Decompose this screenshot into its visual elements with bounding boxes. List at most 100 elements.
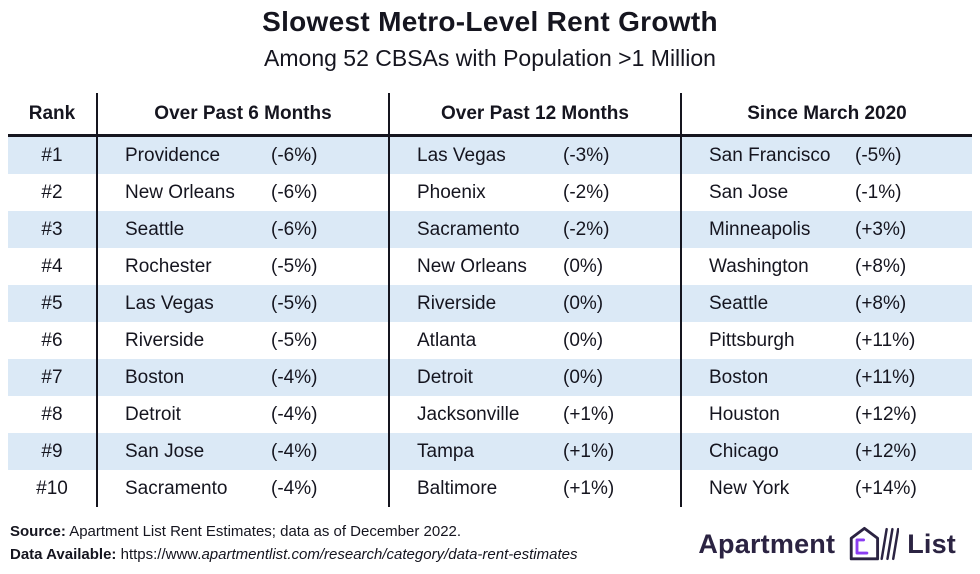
data-url[interactable]: apartmentlist.com/research/category/data… <box>201 545 578 563</box>
city-name: Seattle <box>125 218 185 240</box>
rank-cell: #10 <box>36 477 68 499</box>
city-name: Tampa <box>417 440 475 462</box>
past-6-months-cell: Detroit (-4%) <box>96 396 388 433</box>
since-march-2020-cell: Washington (+8%) <box>680 248 972 285</box>
city-name: Detroit <box>417 366 473 388</box>
table-row: #6 Riverside (-5%) Atlanta (0%) Pittsbur… <box>8 322 972 359</box>
past-12-months-cell: Las Vegas (-3%) <box>388 137 680 174</box>
table-row: #7 Boston (-4%) Detroit (0%) Boston (+11… <box>8 359 972 396</box>
city-name: Las Vegas <box>417 144 506 166</box>
past-6-months-cell: Providence (-6%) <box>96 137 388 174</box>
pct-value: (-6%) <box>271 144 318 166</box>
past-12-months-cell: Tampa (+1%) <box>388 433 680 470</box>
pct-value: (+3%) <box>855 218 907 240</box>
past-6-months-cell: New Orleans (-6%) <box>96 174 388 211</box>
pct-value: (+1%) <box>563 477 615 499</box>
data-available-label: Data Available: <box>10 545 117 563</box>
table-row: #4 Rochester (-5%) New Orleans (0%) Wash… <box>8 248 972 285</box>
table-row: #2 New Orleans (-6%) Phoenix (-2%) San J… <box>8 174 972 211</box>
past-6-months-cell: Sacramento (-4%) <box>96 470 388 507</box>
city-name: Minneapolis <box>709 218 811 240</box>
past-6-months-cell: Rochester (-5%) <box>96 248 388 285</box>
city-name: Sacramento <box>417 218 520 240</box>
since-march-2020-cell: New York (+14%) <box>680 470 972 507</box>
pct-value: (-4%) <box>271 477 318 499</box>
pct-value: (-4%) <box>271 440 318 462</box>
pct-value: (0%) <box>563 366 604 388</box>
pct-value: (-5%) <box>271 329 318 351</box>
table-row: #8 Detroit (-4%) Jacksonville (+1%) Hous… <box>8 396 972 433</box>
since-march-2020-cell: Minneapolis (+3%) <box>680 211 972 248</box>
pct-value: (+8%) <box>855 255 907 277</box>
past-6-months-cell: Boston (-4%) <box>96 359 388 396</box>
pct-value: (-4%) <box>271 403 318 425</box>
table-row: #3 Seattle (-6%) Sacramento (-2%) Minnea… <box>8 211 972 248</box>
table-header-row: Rank Over Past 6 Months Over Past 12 Mon… <box>8 93 972 137</box>
table-row: #10 Sacramento (-4%) Baltimore (+1%) New… <box>8 470 972 507</box>
pct-value: (-6%) <box>271 218 318 240</box>
source-label: Source: <box>10 523 66 540</box>
since-march-2020-cell: Boston (+11%) <box>680 359 972 396</box>
since-march-2020-cell: Seattle (+8%) <box>680 285 972 322</box>
pct-value: (+1%) <box>563 440 615 462</box>
city-name: Rochester <box>125 255 212 277</box>
since-march-2020-cell: San Jose (-1%) <box>680 174 972 211</box>
apartment-list-house-icon <box>849 526 900 561</box>
pct-value: (+12%) <box>855 403 917 425</box>
url-prefix: https://www. <box>116 545 202 563</box>
apartment-list-logo: Apartment List <box>698 524 970 566</box>
past-12-months-cell: New Orleans (0%) <box>388 248 680 285</box>
rank-cell: #5 <box>41 292 63 314</box>
city-name: New Orleans <box>125 181 235 203</box>
pct-value: (+11%) <box>855 366 916 388</box>
city-name: Riverside <box>417 292 497 314</box>
city-name: Las Vegas <box>125 292 214 314</box>
source-line: Source: Apartment List Rent Estimates; d… <box>10 521 577 544</box>
pct-value: (+11%) <box>855 329 916 351</box>
header-since-march-2020: Since March 2020 <box>680 93 972 134</box>
city-name: Seattle <box>709 292 769 314</box>
city-name: Washington <box>709 255 809 277</box>
pct-value: (-1%) <box>855 181 902 203</box>
table-row: #5 Las Vegas (-5%) Riverside (0%) Seattl… <box>8 285 972 322</box>
city-name: Pittsburgh <box>709 329 795 351</box>
past-12-months-cell: Baltimore (+1%) <box>388 470 680 507</box>
rank-cell: #9 <box>41 440 63 462</box>
past-6-months-cell: San Jose (-4%) <box>96 433 388 470</box>
pct-value: (-3%) <box>563 144 610 166</box>
city-name: Phoenix <box>417 181 486 203</box>
rank-cell: #3 <box>41 218 63 240</box>
footer: Source: Apartment List Rent Estimates; d… <box>0 507 980 566</box>
past-12-months-cell: Detroit (0%) <box>388 359 680 396</box>
city-name: Boston <box>709 366 769 388</box>
pct-value: (-6%) <box>271 181 318 203</box>
past-12-months-cell: Atlanta (0%) <box>388 322 680 359</box>
pct-value: (0%) <box>563 255 604 277</box>
city-name: New York <box>709 477 790 499</box>
past-12-months-cell: Riverside (0%) <box>388 285 680 322</box>
pct-value: (-2%) <box>563 218 610 240</box>
city-name: Chicago <box>709 440 779 462</box>
table-row: #1 Providence (-6%) Las Vegas (-3%) San … <box>8 137 972 174</box>
source-text: Apartment List Rent Estimates; data as o… <box>65 523 462 540</box>
header-rank: Rank <box>28 102 76 124</box>
city-name: Houston <box>709 403 780 425</box>
past-12-months-cell: Sacramento (-2%) <box>388 211 680 248</box>
pct-value: (-2%) <box>563 181 610 203</box>
pct-value: (-5%) <box>855 144 902 166</box>
rent-growth-table: Rank Over Past 6 Months Over Past 12 Mon… <box>8 93 972 507</box>
city-name: Atlanta <box>417 329 477 351</box>
pct-value: (-5%) <box>271 255 318 277</box>
pct-value: (0%) <box>563 329 604 351</box>
city-name: Baltimore <box>417 477 498 499</box>
past-12-months-cell: Phoenix (-2%) <box>388 174 680 211</box>
past-6-months-cell: Las Vegas (-5%) <box>96 285 388 322</box>
rank-cell: #1 <box>41 144 63 166</box>
since-march-2020-cell: Chicago (+12%) <box>680 433 972 470</box>
since-march-2020-cell: Pittsburgh (+11%) <box>680 322 972 359</box>
rank-cell: #8 <box>41 403 63 425</box>
pct-value: (-4%) <box>271 366 318 388</box>
pct-value: (+14%) <box>855 477 917 499</box>
city-name: San Francisco <box>709 144 831 166</box>
city-name: Sacramento <box>125 477 228 499</box>
